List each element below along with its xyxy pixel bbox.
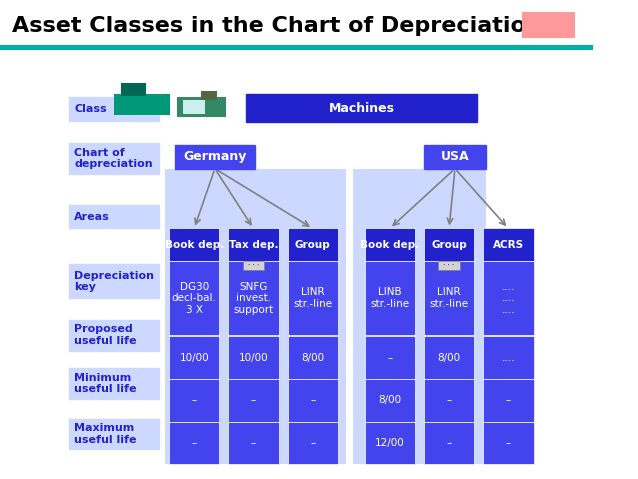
FancyBboxPatch shape (177, 97, 226, 117)
Text: –: – (506, 396, 511, 405)
FancyBboxPatch shape (288, 228, 338, 261)
Text: Class: Class (74, 104, 107, 114)
FancyBboxPatch shape (522, 12, 575, 38)
Text: Chart of
depreciation: Chart of depreciation (74, 148, 152, 170)
FancyBboxPatch shape (114, 94, 170, 115)
Text: –: – (191, 438, 197, 447)
FancyBboxPatch shape (483, 379, 533, 422)
FancyBboxPatch shape (68, 367, 160, 400)
FancyBboxPatch shape (228, 379, 279, 422)
FancyBboxPatch shape (68, 142, 160, 175)
FancyBboxPatch shape (68, 96, 160, 122)
Text: Germany: Germany (183, 150, 246, 163)
Text: Minimum
useful life: Minimum useful life (74, 373, 137, 395)
FancyBboxPatch shape (169, 336, 219, 379)
Text: –: – (191, 396, 197, 405)
FancyBboxPatch shape (424, 228, 474, 261)
FancyBboxPatch shape (68, 263, 160, 299)
FancyBboxPatch shape (483, 261, 533, 335)
Text: 8/00: 8/00 (378, 396, 401, 405)
Text: Group: Group (295, 240, 330, 250)
FancyBboxPatch shape (201, 91, 217, 100)
FancyBboxPatch shape (175, 145, 255, 169)
FancyBboxPatch shape (0, 45, 593, 50)
Text: –: – (447, 396, 452, 405)
FancyBboxPatch shape (424, 336, 474, 379)
FancyBboxPatch shape (364, 379, 415, 422)
FancyBboxPatch shape (68, 204, 160, 229)
FancyBboxPatch shape (228, 422, 279, 464)
Text: LINR
str.-line: LINR str.-line (429, 287, 469, 309)
FancyBboxPatch shape (483, 228, 533, 261)
FancyBboxPatch shape (424, 379, 474, 422)
Text: 10/00: 10/00 (179, 353, 209, 363)
Text: –: – (447, 438, 452, 447)
FancyBboxPatch shape (364, 228, 415, 261)
FancyBboxPatch shape (483, 422, 533, 464)
Text: LINR
str.-line: LINR str.-line (293, 287, 332, 309)
Text: –: – (310, 396, 315, 405)
Text: 8/00: 8/00 (301, 353, 324, 363)
Text: –: – (387, 353, 392, 363)
Text: · · ·: · · · (248, 262, 259, 268)
FancyBboxPatch shape (169, 261, 219, 335)
Text: 12/00: 12/00 (375, 438, 404, 447)
Text: · · ·: · · · (443, 262, 455, 268)
FancyBboxPatch shape (364, 422, 415, 464)
FancyBboxPatch shape (288, 379, 338, 422)
FancyBboxPatch shape (228, 336, 279, 379)
Text: SNFG
invest.
support: SNFG invest. support (234, 282, 274, 315)
FancyBboxPatch shape (246, 94, 477, 122)
FancyBboxPatch shape (165, 169, 346, 464)
Text: Maximum
useful life: Maximum useful life (74, 423, 137, 445)
Text: Machines: Machines (329, 102, 395, 115)
FancyBboxPatch shape (288, 261, 338, 335)
Text: ACRS: ACRS (493, 240, 524, 250)
Text: 10/00: 10/00 (239, 353, 268, 363)
Text: ....
....
....: .... .... .... (501, 282, 515, 315)
Text: Book dep.: Book dep. (165, 240, 224, 250)
Text: –: – (251, 438, 256, 447)
FancyBboxPatch shape (364, 336, 415, 379)
Text: LINB
str.-line: LINB str.-line (370, 287, 410, 309)
FancyBboxPatch shape (288, 422, 338, 464)
Text: Book dep.: Book dep. (360, 240, 419, 250)
Text: Areas: Areas (74, 212, 110, 221)
FancyBboxPatch shape (183, 100, 205, 114)
Text: Depreciation
key: Depreciation key (74, 271, 154, 292)
FancyBboxPatch shape (424, 261, 474, 335)
Text: USA: USA (441, 150, 470, 163)
FancyBboxPatch shape (169, 379, 219, 422)
FancyBboxPatch shape (169, 422, 219, 464)
FancyBboxPatch shape (288, 336, 338, 379)
FancyBboxPatch shape (438, 261, 460, 270)
FancyBboxPatch shape (121, 83, 146, 96)
Text: Proposed
useful life: Proposed useful life (74, 324, 137, 346)
Text: –: – (310, 438, 315, 447)
Text: DG30
decl-bal.
3 X: DG30 decl-bal. 3 X (172, 282, 216, 315)
Text: Asset Classes in the Chart of Depreciation: Asset Classes in the Chart of Depreciati… (12, 16, 542, 36)
Text: –: – (506, 438, 511, 447)
FancyBboxPatch shape (424, 145, 486, 169)
Text: Group: Group (431, 240, 467, 250)
FancyBboxPatch shape (242, 261, 264, 270)
FancyBboxPatch shape (68, 319, 160, 352)
FancyBboxPatch shape (228, 228, 279, 261)
FancyBboxPatch shape (353, 169, 486, 464)
FancyBboxPatch shape (68, 418, 160, 450)
Text: ....: .... (501, 353, 515, 363)
Text: Tax dep.: Tax dep. (228, 240, 278, 250)
FancyBboxPatch shape (364, 261, 415, 335)
FancyBboxPatch shape (169, 228, 219, 261)
Text: –: – (251, 396, 256, 405)
Text: 8/00: 8/00 (438, 353, 461, 363)
FancyBboxPatch shape (228, 261, 279, 335)
FancyBboxPatch shape (483, 336, 533, 379)
FancyBboxPatch shape (424, 422, 474, 464)
